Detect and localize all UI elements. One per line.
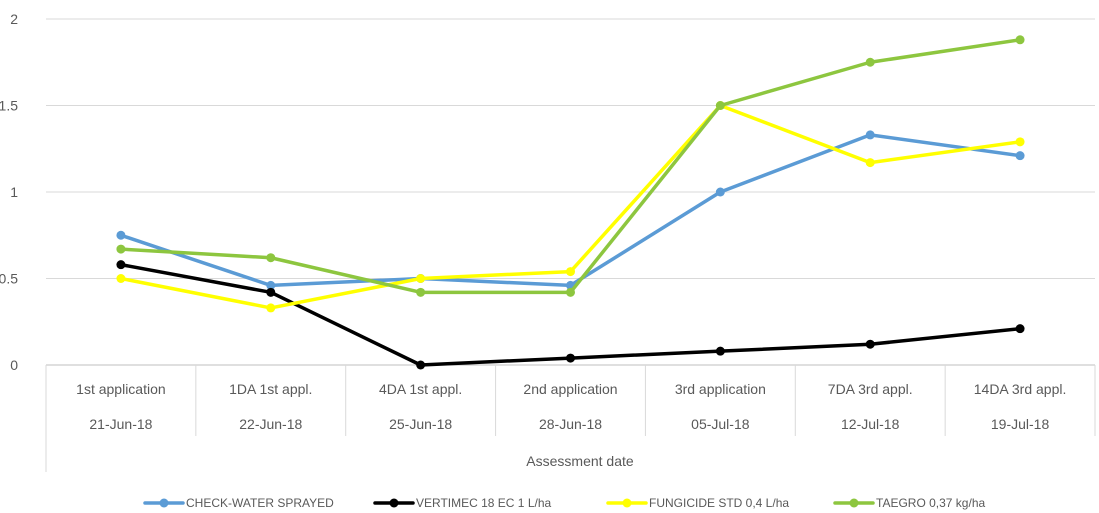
legend-item[interactable]: TAEGRO 0,37 kg/ha xyxy=(833,496,985,510)
data-point xyxy=(266,303,276,313)
x-tick-label: 3rd application xyxy=(675,381,766,397)
x-tick-label: 14DA 3rd appl. xyxy=(974,381,1067,397)
data-point xyxy=(865,158,875,168)
legend-label: VERTIMEC 18 EC 1 L/ha xyxy=(416,496,551,510)
data-point xyxy=(566,267,575,277)
legend-item[interactable]: FUNGICIDE STD 0,4 L/ha xyxy=(606,496,789,510)
series-line xyxy=(119,133,1022,288)
x-tick-date-label: 21-Jun-18 xyxy=(89,416,152,432)
data-point xyxy=(116,230,126,240)
series-group xyxy=(116,35,1025,297)
legend-item[interactable]: CHECK-WATER SPRAYED xyxy=(143,496,334,510)
x-tick-date-label: 19-Jul-18 xyxy=(991,416,1050,432)
y-tick-label: 2 xyxy=(10,11,18,27)
data-point xyxy=(266,280,276,290)
legend-swatch-marker xyxy=(849,498,859,508)
x-tick-date-label: 05-Jul-18 xyxy=(691,416,750,432)
x-axis-title: Assessment date xyxy=(526,453,634,469)
x-tick-date-label: 28-Jun-18 xyxy=(539,416,602,432)
data-point xyxy=(715,187,725,197)
data-point xyxy=(266,287,276,297)
data-point xyxy=(266,253,276,263)
legend-swatch-marker xyxy=(389,498,399,508)
y-tick-label: 0.5 xyxy=(0,271,18,287)
x-tick-label: 4DA 1st appl. xyxy=(379,381,462,397)
legend-swatch-marker xyxy=(159,498,169,508)
x-tick-label: 2nd application xyxy=(523,381,617,397)
data-point xyxy=(715,346,725,356)
x-tick-date-label: 12-Jul-18 xyxy=(841,416,900,432)
data-point xyxy=(566,287,575,297)
data-point xyxy=(416,274,426,283)
y-tick-label: 1.5 xyxy=(0,98,18,114)
data-point xyxy=(715,101,725,110)
gridlines xyxy=(46,18,1095,366)
x-axis: 1st application 21-Jun-18 1DA 1st appl. 22-… xyxy=(45,365,1096,472)
data-point xyxy=(416,360,426,370)
data-point xyxy=(566,353,575,363)
series-group xyxy=(116,130,1025,290)
y-tick-label: 0 xyxy=(10,357,18,373)
series-group xyxy=(116,260,1025,370)
y-tick-label: 1 xyxy=(10,184,18,200)
data-point xyxy=(865,339,875,349)
data-point xyxy=(865,130,875,140)
data-point xyxy=(865,57,875,67)
x-tick-date-label: 25-Jun-18 xyxy=(389,416,452,432)
x-tick-date-label: 22-Jun-18 xyxy=(239,416,302,432)
legend[interactable]: CHECK-WATER SPRAYED VERTIMEC 18 EC 1 L/ha… xyxy=(143,496,985,510)
legend-label: CHECK-WATER SPRAYED xyxy=(186,496,334,510)
x-tick-label: 1st application xyxy=(76,381,166,397)
data-point xyxy=(116,260,126,270)
x-tick-label: 7DA 3rd appl. xyxy=(828,381,913,397)
data-point xyxy=(1015,151,1025,161)
legend-label: TAEGRO 0,37 kg/ha xyxy=(876,496,985,510)
legend-item[interactable]: VERTIMEC 18 EC 1 L/ha xyxy=(373,496,551,510)
series-line xyxy=(119,38,1022,295)
data-point xyxy=(116,274,126,283)
legend-swatch-marker xyxy=(622,498,632,508)
x-tick-label: 1DA 1st appl. xyxy=(229,381,312,397)
data-point xyxy=(1015,324,1025,334)
data-point xyxy=(1015,137,1025,147)
legend-label: FUNGICIDE STD 0,4 L/ha xyxy=(649,496,789,510)
y-axis-ticks: 0 0.5 1 1.5 2 xyxy=(0,11,18,373)
series xyxy=(116,35,1025,370)
data-point xyxy=(116,244,126,254)
data-point xyxy=(416,287,426,297)
data-point xyxy=(1015,35,1025,45)
